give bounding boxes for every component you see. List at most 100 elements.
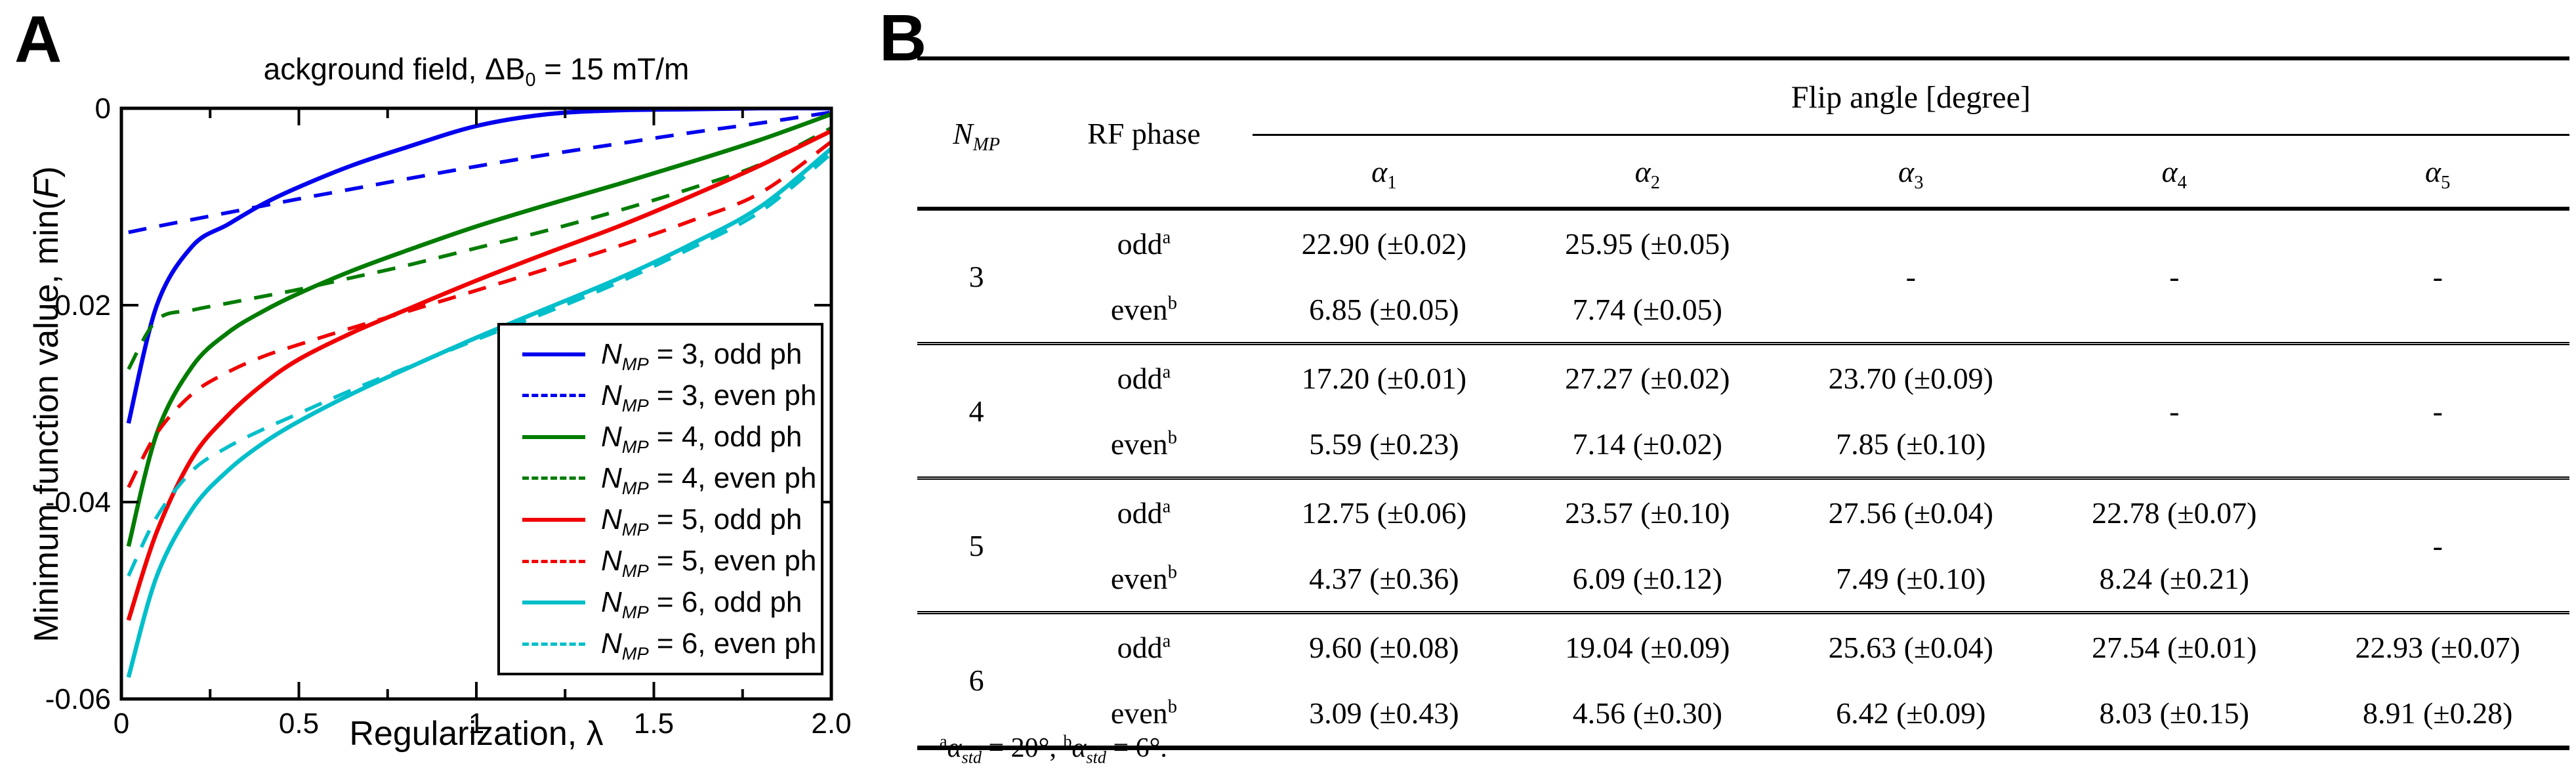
cell-nmp: 5 [917,476,1036,613]
series-line [127,140,830,488]
legend-entry: NMP = 4, odd ph [522,420,816,457]
cell-nmp: 3 [968,259,984,293]
cell-missing: - [2169,259,2180,293]
x-tick-label: 0.5 [279,707,319,740]
series-line [128,110,830,234]
cell-flip-angle: 7.74 (±0.05) [1572,292,1722,326]
cell-flip-angle: 3.09 (±0.43) [1309,696,1459,730]
table-footnote: aαstd = 20°, bαstd = 6°. [940,732,1167,767]
header-alpha-5: α5 [2306,135,2569,211]
cell-flip-angle: 9.60 (±0.08) [1252,611,1516,680]
legend-entry: NMP = 4, even ph [522,462,816,497]
header-nmp: NMP [917,58,1036,211]
cell-missing: - [2306,342,2569,478]
cell-flip-angle: 27.27 (±0.02) [1516,342,1779,411]
header-alpha-3: α3 [1779,135,2043,211]
x-tick-label: 1 [468,707,484,740]
legend-dashed-line-sample [522,642,585,646]
header-rf-phase: RF phase [1035,58,1253,211]
y-tick-label: -0.06 [45,683,111,715]
header-alpha-1: α1 [1252,135,1516,211]
header-alpha-4: α4 [2043,135,2306,211]
series-line [126,112,830,547]
cell-rf-phase: evenb [1110,561,1177,595]
y-tick-label: -0.04 [45,486,111,518]
cell-flip-angle: 7.49 (±0.10) [1836,561,1986,595]
cell-rf-phase: odda [1035,342,1253,411]
table-row-odd: 6 odda 9.60 (±0.08) 19.04 (±0.09) 25.63 (±0.… [917,611,2569,748]
legend-label: NMP = 6, odd ph [601,586,802,623]
cell-flip-angle: 23.57 (±0.10) [1516,476,1779,545]
cell-nmp: 6 [917,611,1036,748]
cell-flip-angle: 22.93 (±0.07) [2306,611,2569,680]
cell-flip-angle: 12.75 (±0.06) [1252,476,1516,545]
table-row-even: evenb 3.09 (±0.43) 4.56 (±0.30) 6.42 (±0.09… [917,680,2569,748]
cell-flip-angle: 4.37 (±0.36) [1309,561,1459,595]
cell-flip-angle: 7.85 (±0.10) [1836,427,1986,461]
header-alpha-2: α2 [1516,135,1779,211]
legend-solid-line-sample [522,434,585,439]
cell-rf-phase: odda [1117,226,1171,261]
y-tick-label: -0.02 [45,289,111,322]
cell-rf-phase: odda [1035,611,1253,680]
legend-entry: NMP = 3, odd ph [522,337,816,374]
legend-entry: NMP = 6, even ph [522,627,817,664]
cell-flip-angle: 7.14 (±0.02) [1572,427,1722,461]
table-subheader-row: α1 α2 α3 α4 α5 [917,135,2569,211]
legend-entry: NMP = 5, even ph [522,545,816,580]
chart-legend: NMP = 3, odd ph NMP = 3, even ph NMP = 4, … [497,323,823,675]
cell-rf-phase: evenb [1110,696,1177,730]
cell-flip-angle: 23.70 (±0.09) [1779,342,2043,411]
legend-entry: NMP = 6, odd ph [522,586,816,623]
cell-flip-angle: 4.56 (±0.30) [1572,696,1722,730]
legend-label: NMP = 6, even ph [601,627,817,664]
series-line [126,110,830,424]
cell-flip-angle: 27.56 (±0.04) [1779,476,2043,545]
legend-solid-line-sample [522,518,585,522]
legend-label: NMP = 4, odd ph [601,420,802,457]
legend-entry: NMP = 5, odd ph [522,503,816,539]
legend-dashed-line-sample [522,476,585,480]
cell-flip-angle: 25.95 (±0.05) [1565,226,1730,261]
cell-flip-angle: 25.63 (±0.04) [1779,611,2043,680]
cell-missing: - [1905,259,1916,293]
series-line [127,152,830,577]
legend-label: NMP = 5, odd ph [601,503,802,539]
cell-flip-angle: 19.04 (±0.09) [1516,611,1779,680]
flip-angle-table: NMP RF phase Flip angle [degree] α1 α2 α3 α4 α5… [917,56,2569,750]
cell-rf-phase: evenb [1110,292,1177,326]
table-row-odd: 4 odda 17.20 (±0.01) 27.27 (±0.02) 23.70 (±0… [917,342,2569,478]
cell-flip-angle: 17.20 (±0.01) [1252,342,1516,411]
x-axis-label: Regularization, λ [349,715,604,753]
table-row-even: evenb 4.37 (±0.36) 6.09 (±0.12) 7.49 (±0.10… [917,545,2569,613]
cell-rf-phase: evenb [1110,427,1177,461]
x-tick-label: 0 [114,707,129,740]
legend-dashed-line-sample [522,394,585,398]
legend-solid-line-sample [522,601,585,605]
cell-flip-angle: 6.85 (±0.05) [1309,292,1459,326]
line-chart: 0 0.5 1 1.5 2.0 0 -0.02 -0.04 -0.06 [45,93,852,740]
cell-flip-angle: 22.90 (±0.02) [1301,226,1467,261]
cell-flip-angle: 8.03 (±0.15) [2099,696,2249,730]
cell-flip-angle: 8.24 (±0.21) [2099,561,2249,595]
cell-missing: - [2432,259,2443,293]
y-tick-label: 0 [95,93,111,125]
table-row-even: evenb 6.85 (±0.05) 7.74 (±0.05) [917,276,2569,344]
cell-flip-angle: 6.42 (±0.09) [1836,696,1986,730]
legend-entry: NMP = 3, even ph [522,379,816,414]
legend-label: NMP = 3, odd ph [601,337,802,374]
cell-flip-angle: 22.78 (±0.07) [2043,476,2306,545]
table-row-even: evenb 5.59 (±0.23) 7.14 (±0.02) 7.85 (±0.10… [917,411,2569,478]
panel-a: A 0 0.5 1 1.5 2.0 0 -0.02 -0.04 -0.06 ackground … [0,0,912,781]
cell-rf-phase: odda [1035,476,1253,545]
x-tick-label: 1.5 [634,707,674,740]
cell-flip-angle: 8.91 (±0.28) [2363,696,2513,730]
legend-dashed-line-sample [522,559,585,563]
chart-title: ackground field, ΔB0 = 15 mT/m [263,52,690,91]
cell-flip-angle: 5.59 (±0.23) [1309,427,1459,461]
panel-a-label: A [14,3,62,76]
table-row-odd: 5 odda 12.75 (±0.06) 23.57 (±0.10) 27.56 (±0… [917,476,2569,613]
header-flip-angle: Flip angle [degree] [1252,58,2569,136]
cell-nmp: 4 [917,342,1036,478]
